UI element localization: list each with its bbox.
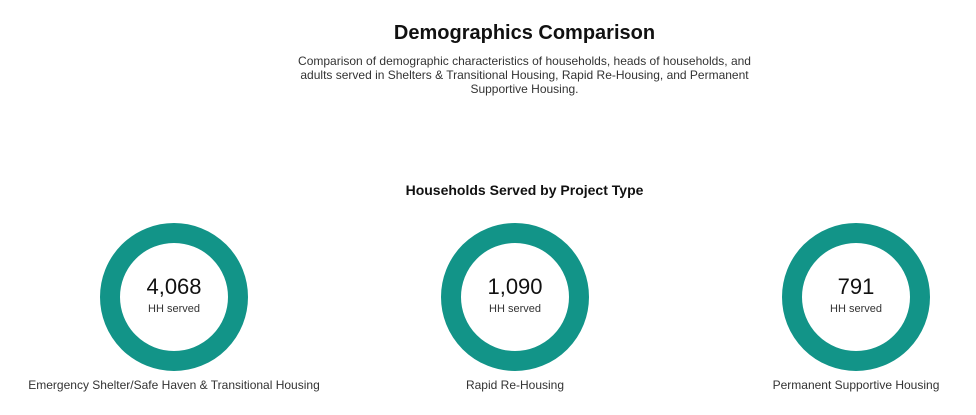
donut-emergency-shelter: 4,068 HH served [99,222,249,372]
category-label-rapid-rehousing: Rapid Re-Housing [465,378,565,392]
donut-ring-emergency-shelter [100,223,248,371]
donut-ring-rapid-rehousing [441,223,589,371]
category-label-emergency-shelter: Emergency Shelter/Safe Haven & Transitio… [28,378,320,392]
donut-value: 4,068 [146,274,202,299]
category-label-permanent-supportive: Permanent Supportive Housing [772,378,940,392]
donut-ring-arc [100,223,248,371]
donut-ring-arc [782,223,930,371]
donut-unit-label: HH served [830,303,882,315]
donut-value: 1,090 [487,274,543,299]
donut-ring-arc [441,223,589,371]
donut-value: 791 [837,274,875,299]
page-subtitle: Comparison of demographic characteristic… [298,54,751,96]
donut-rapid-rehousing: 1,090 HH served [440,222,590,372]
page-title: Demographics Comparison [393,22,656,44]
donut-unit-label: HH served [148,303,200,315]
donut-unit-label: HH served [489,303,541,315]
donut-ring-permanent-supportive [782,223,930,371]
chart-title: Households Served by Project Type [405,182,644,198]
donut-permanent-supportive: 791 HH served [781,222,931,372]
